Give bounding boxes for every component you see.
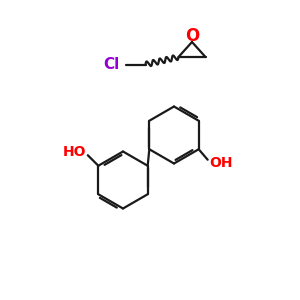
Text: Cl: Cl (104, 57, 120, 72)
Text: O: O (185, 27, 199, 45)
Text: HO: HO (63, 145, 86, 159)
Text: OH: OH (209, 156, 233, 170)
